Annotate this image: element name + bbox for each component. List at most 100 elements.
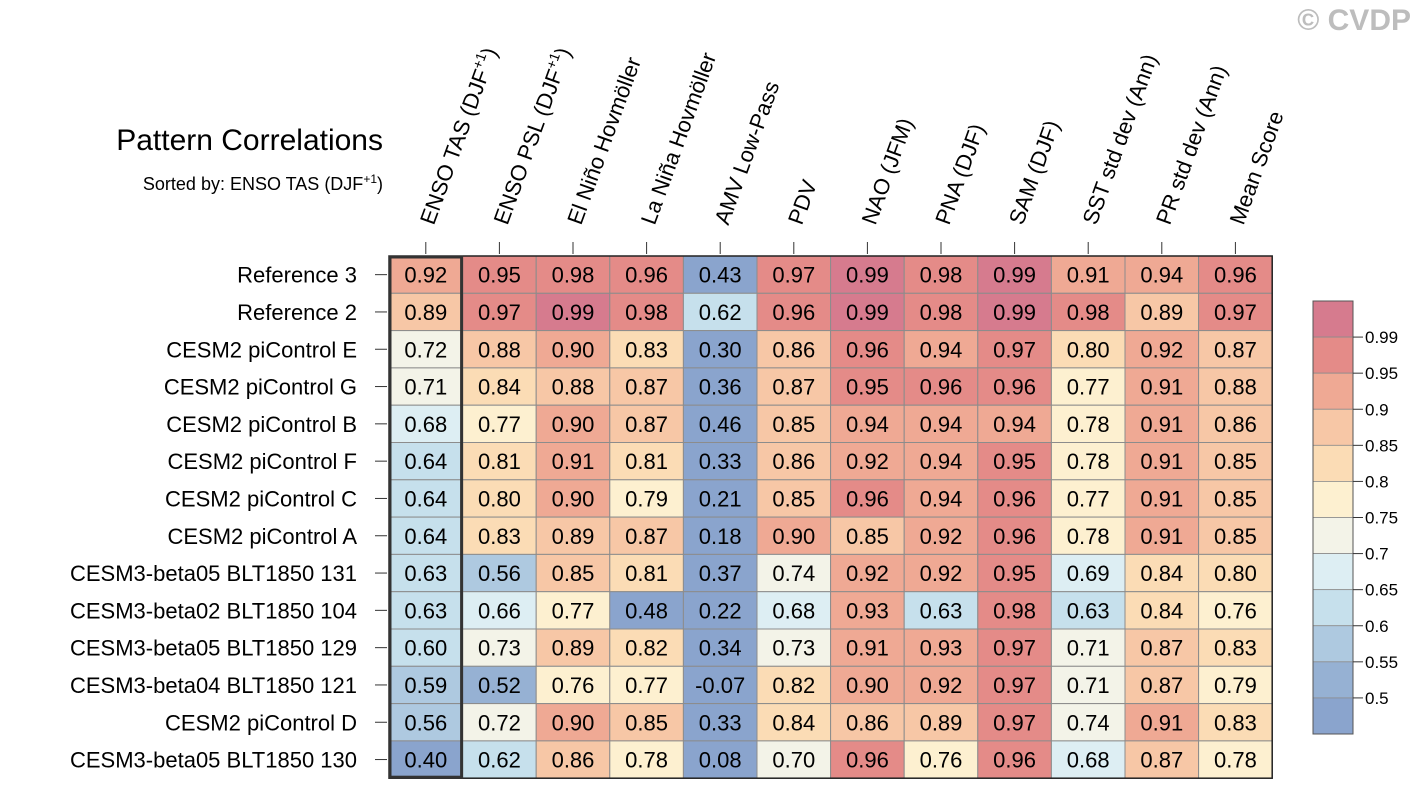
- cell-value: 0.95: [993, 561, 1036, 586]
- heatmap-cell: [535, 703, 611, 742]
- heatmap-cell: [977, 591, 1052, 630]
- heatmap-cell: [830, 591, 905, 630]
- cell-value: 0.94: [920, 337, 963, 362]
- cell-value: 0.86: [846, 710, 889, 735]
- heatmap-cell: [756, 404, 832, 444]
- heatmap-cell: [1050, 703, 1126, 742]
- cell-value: 0.97: [993, 673, 1036, 698]
- cell-value: 0.97: [993, 636, 1036, 661]
- cell-value: 0.86: [552, 748, 595, 773]
- heatmap-cell: [609, 665, 684, 705]
- cell-value: 0.77: [478, 412, 521, 437]
- heatmap-cell: [1124, 516, 1200, 555]
- cell-value: 0.22: [699, 598, 742, 623]
- heatmap-cell: [535, 665, 611, 705]
- cell-value: 0.76: [552, 673, 595, 698]
- heatmap-cell: [977, 665, 1052, 705]
- cell-value: 0.94: [1140, 263, 1183, 288]
- colorbar-label: 0.85: [1365, 436, 1398, 455]
- cell-value: 0.94: [920, 486, 963, 511]
- cell-value: 0.92: [846, 449, 889, 474]
- row-label: CESM2 piControl F: [167, 449, 357, 474]
- cell-value: 0.80: [1214, 561, 1257, 586]
- heatmap-cell: [609, 703, 684, 742]
- cell-value: 0.08: [699, 748, 742, 773]
- cell-value: 0.63: [404, 598, 447, 623]
- heatmap-cell: [830, 442, 905, 481]
- cell-value: 0.87: [625, 524, 668, 549]
- cell-value: 0.70: [772, 748, 815, 773]
- heatmap-cell: [977, 703, 1052, 742]
- cell-value: 0.73: [772, 636, 815, 661]
- heatmap-cell: [903, 740, 979, 779]
- cell-value: 0.96: [1214, 263, 1257, 288]
- cell-value: 0.83: [478, 524, 521, 549]
- cell-value: 0.90: [552, 486, 595, 511]
- subtitle-sup: +1: [363, 172, 377, 186]
- cell-value: 0.62: [699, 300, 742, 325]
- cell-value: 0.72: [478, 710, 521, 735]
- colorbar-swatch: [1312, 517, 1354, 554]
- cell-value: 0.52: [478, 673, 521, 698]
- column-label-text: PR std dev (Ann): [1151, 62, 1232, 228]
- cell-value: 0.94: [920, 412, 963, 437]
- row-label: CESM2 piControl D: [165, 710, 357, 735]
- cell-value: 0.78: [1067, 412, 1110, 437]
- cell-value: 0.74: [772, 561, 815, 586]
- column-label-text: El Niño Hovmöller: [562, 54, 646, 228]
- cell-value: 0.34: [699, 636, 742, 661]
- cell-value: 0.91: [1140, 375, 1183, 400]
- column-label: NAO (JFM): [857, 115, 919, 228]
- heatmap-cell: [1124, 330, 1200, 369]
- chart-subtitle: Sorted by: ENSO TAS (DJF+1): [143, 172, 383, 195]
- cell-value: 0.92: [846, 561, 889, 586]
- cell-value: 0.73: [478, 636, 521, 661]
- heatmap-cell: [1050, 628, 1126, 667]
- cell-value: -0.07: [695, 673, 745, 698]
- cell-value: 0.89: [552, 524, 595, 549]
- heatmap-cell: [462, 591, 537, 630]
- cell-value: 0.80: [478, 486, 521, 511]
- heatmap-cell: [830, 628, 905, 667]
- cell-value: 0.56: [478, 561, 521, 586]
- row-label: Reference 3: [237, 263, 357, 288]
- column-label: PR std dev (Ann): [1151, 62, 1232, 228]
- heatmap-cell: [609, 330, 684, 369]
- cell-value: 0.84: [1140, 561, 1183, 586]
- column-label-text: SST std dev (Ann): [1077, 51, 1162, 228]
- heatmap-cell: [1198, 516, 1273, 555]
- cell-value: 0.76: [1214, 598, 1257, 623]
- cell-value: 0.91: [1140, 524, 1183, 549]
- cell-value: 0.96: [846, 748, 889, 773]
- cell-value: 0.43: [699, 263, 742, 288]
- cell-value: 0.85: [1214, 486, 1257, 511]
- heatmap-cell: [535, 479, 611, 518]
- row-label: CESM2 piControl C: [165, 486, 357, 511]
- heatmap-cell: [977, 442, 1052, 481]
- colorbar-label: 0.65: [1365, 581, 1398, 600]
- cell-value: 0.91: [846, 636, 889, 661]
- cell-value: 0.92: [920, 673, 963, 698]
- cell-value: 0.56: [404, 710, 447, 735]
- watermark: © CVDP: [1297, 4, 1411, 37]
- heatmap-cell: [977, 404, 1052, 444]
- row-label: CESM3-beta02 BLT1850 104: [70, 598, 357, 623]
- cell-value: 0.60: [404, 636, 447, 661]
- heatmap-cell: [1124, 442, 1200, 481]
- cell-value: 0.97: [1214, 300, 1257, 325]
- colorbar-swatch: [1312, 481, 1354, 518]
- cell-value: 0.96: [993, 375, 1036, 400]
- cell-value: 0.69: [1067, 561, 1110, 586]
- cell-value: 0.76: [920, 748, 963, 773]
- colorbar-swatch: [1312, 589, 1354, 627]
- colorbar-swatch: [1312, 697, 1354, 735]
- heatmap-cell: [682, 442, 758, 481]
- heatmap-cell: [388, 703, 464, 742]
- heatmap-cell: [462, 330, 537, 369]
- cell-value: 0.83: [1214, 636, 1257, 661]
- cell-value: 0.85: [552, 561, 595, 586]
- heatmap-cell: [388, 665, 464, 705]
- heatmap-cell: [1050, 740, 1126, 779]
- cell-value: 0.87: [1140, 748, 1183, 773]
- colorbar-swatch: [1312, 300, 1354, 338]
